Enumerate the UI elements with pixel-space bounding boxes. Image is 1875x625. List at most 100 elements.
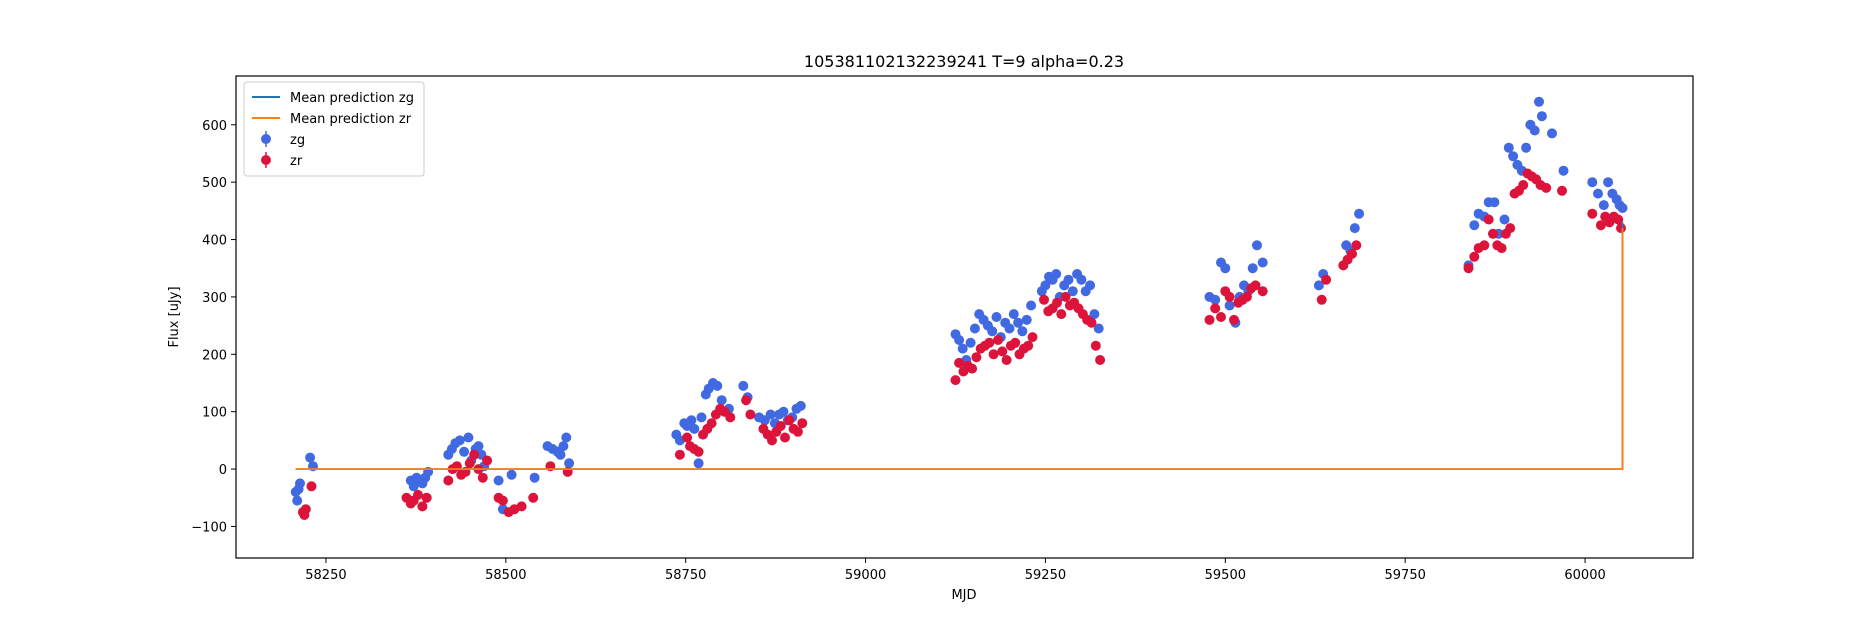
point-zr — [1027, 332, 1038, 343]
point-zg — [738, 380, 749, 391]
legend-box — [243, 81, 425, 177]
point-zg — [555, 449, 566, 460]
x-tick-label: 58500 — [485, 568, 526, 583]
point-zr — [1557, 185, 1567, 196]
point-zr — [1216, 312, 1226, 322]
point-zg — [473, 441, 484, 452]
point-zg — [1489, 197, 1500, 208]
point-zg — [693, 458, 704, 469]
point-zr — [706, 418, 717, 429]
point-zg — [1558, 165, 1569, 176]
point-zg — [1547, 128, 1557, 139]
point-zr — [477, 472, 488, 483]
point-zr — [300, 504, 311, 515]
point-zg — [795, 400, 806, 411]
point-zr — [516, 501, 527, 512]
point-zr — [1321, 274, 1332, 285]
point-zr — [797, 418, 808, 429]
point-zr — [1541, 182, 1552, 193]
legend: Mean prediction zg Mean prediction zr zg zr — [243, 81, 425, 177]
point-zg — [1063, 274, 1074, 285]
point-zg — [1593, 188, 1603, 199]
point-zr — [1010, 337, 1021, 348]
point-zg — [459, 446, 470, 457]
line-mean-prediction-zr — [295, 228, 1624, 471]
legend-swatch-marker — [261, 155, 271, 165]
point-zg — [295, 478, 305, 489]
point-zr — [1595, 220, 1606, 231]
point-zr — [443, 475, 454, 486]
point-zg — [954, 335, 965, 345]
point-zg — [1503, 142, 1514, 153]
point-zr — [1496, 243, 1507, 254]
point-zg — [1085, 280, 1096, 291]
y-tick-label: 300 — [202, 291, 227, 306]
y-tick-label: −100 — [191, 520, 227, 535]
point-zr — [693, 446, 704, 457]
point-zr — [1250, 280, 1261, 291]
point-zg — [1247, 263, 1258, 274]
point-zr — [1204, 314, 1215, 325]
point-zr — [971, 352, 982, 363]
point-zr — [1229, 314, 1239, 325]
point-zg — [1210, 294, 1221, 305]
point-zg — [454, 435, 465, 446]
point-zg — [1067, 286, 1078, 297]
point-zr — [1347, 248, 1357, 259]
point-zr — [1488, 228, 1498, 239]
point-zr — [767, 435, 777, 446]
point-zg — [1026, 300, 1037, 311]
point-zg — [987, 326, 998, 337]
series-zr — [297, 168, 1626, 520]
point-zr — [1039, 294, 1049, 305]
point-zg — [689, 423, 700, 434]
point-zr — [464, 458, 475, 469]
point-zg — [1313, 280, 1324, 291]
x-tick-label: 59750 — [1385, 568, 1426, 583]
point-zr — [1316, 294, 1327, 305]
point-zg — [1349, 223, 1360, 234]
point-zg — [564, 458, 575, 469]
y-tick-label: 200 — [202, 348, 227, 363]
point-zg — [1004, 323, 1015, 334]
point-zr — [682, 432, 693, 443]
point-zr — [1086, 317, 1097, 328]
point-zg — [957, 343, 968, 354]
point-zg — [493, 475, 504, 486]
point-zg — [1521, 142, 1532, 153]
point-zg — [1040, 280, 1051, 291]
point-zg — [1013, 317, 1024, 328]
legend-label: zg — [290, 133, 305, 148]
point-zr — [482, 455, 493, 466]
point-zr — [421, 492, 432, 503]
point-zr — [497, 495, 508, 506]
point-zg — [1617, 203, 1628, 213]
point-zg — [1598, 200, 1609, 211]
point-zg — [1499, 214, 1510, 225]
plot-area — [235, 75, 1694, 559]
point-zr — [775, 421, 786, 431]
point-zg — [463, 432, 474, 443]
point-zr — [1613, 214, 1624, 225]
y-tick-label: 100 — [202, 406, 227, 421]
point-zr — [784, 415, 795, 426]
x-tick-label: 58750 — [665, 568, 706, 583]
point-zg — [1008, 309, 1019, 320]
point-zr — [984, 337, 995, 348]
point-zg — [1220, 263, 1231, 274]
point-zg — [1076, 274, 1087, 285]
point-zg — [1021, 314, 1032, 325]
point-zr — [674, 449, 685, 460]
plot-frame — [235, 75, 1694, 559]
point-zg — [1536, 111, 1547, 122]
point-zg — [1603, 177, 1614, 188]
point-zr — [950, 375, 961, 386]
point-zg — [1534, 96, 1544, 107]
point-zr — [1001, 355, 1012, 365]
point-zg — [1252, 240, 1262, 251]
point-zg — [969, 323, 980, 334]
point-zg — [696, 412, 707, 423]
point-zr — [997, 346, 1008, 357]
y-tick-label: 600 — [202, 119, 227, 134]
point-zr — [1023, 340, 1034, 351]
